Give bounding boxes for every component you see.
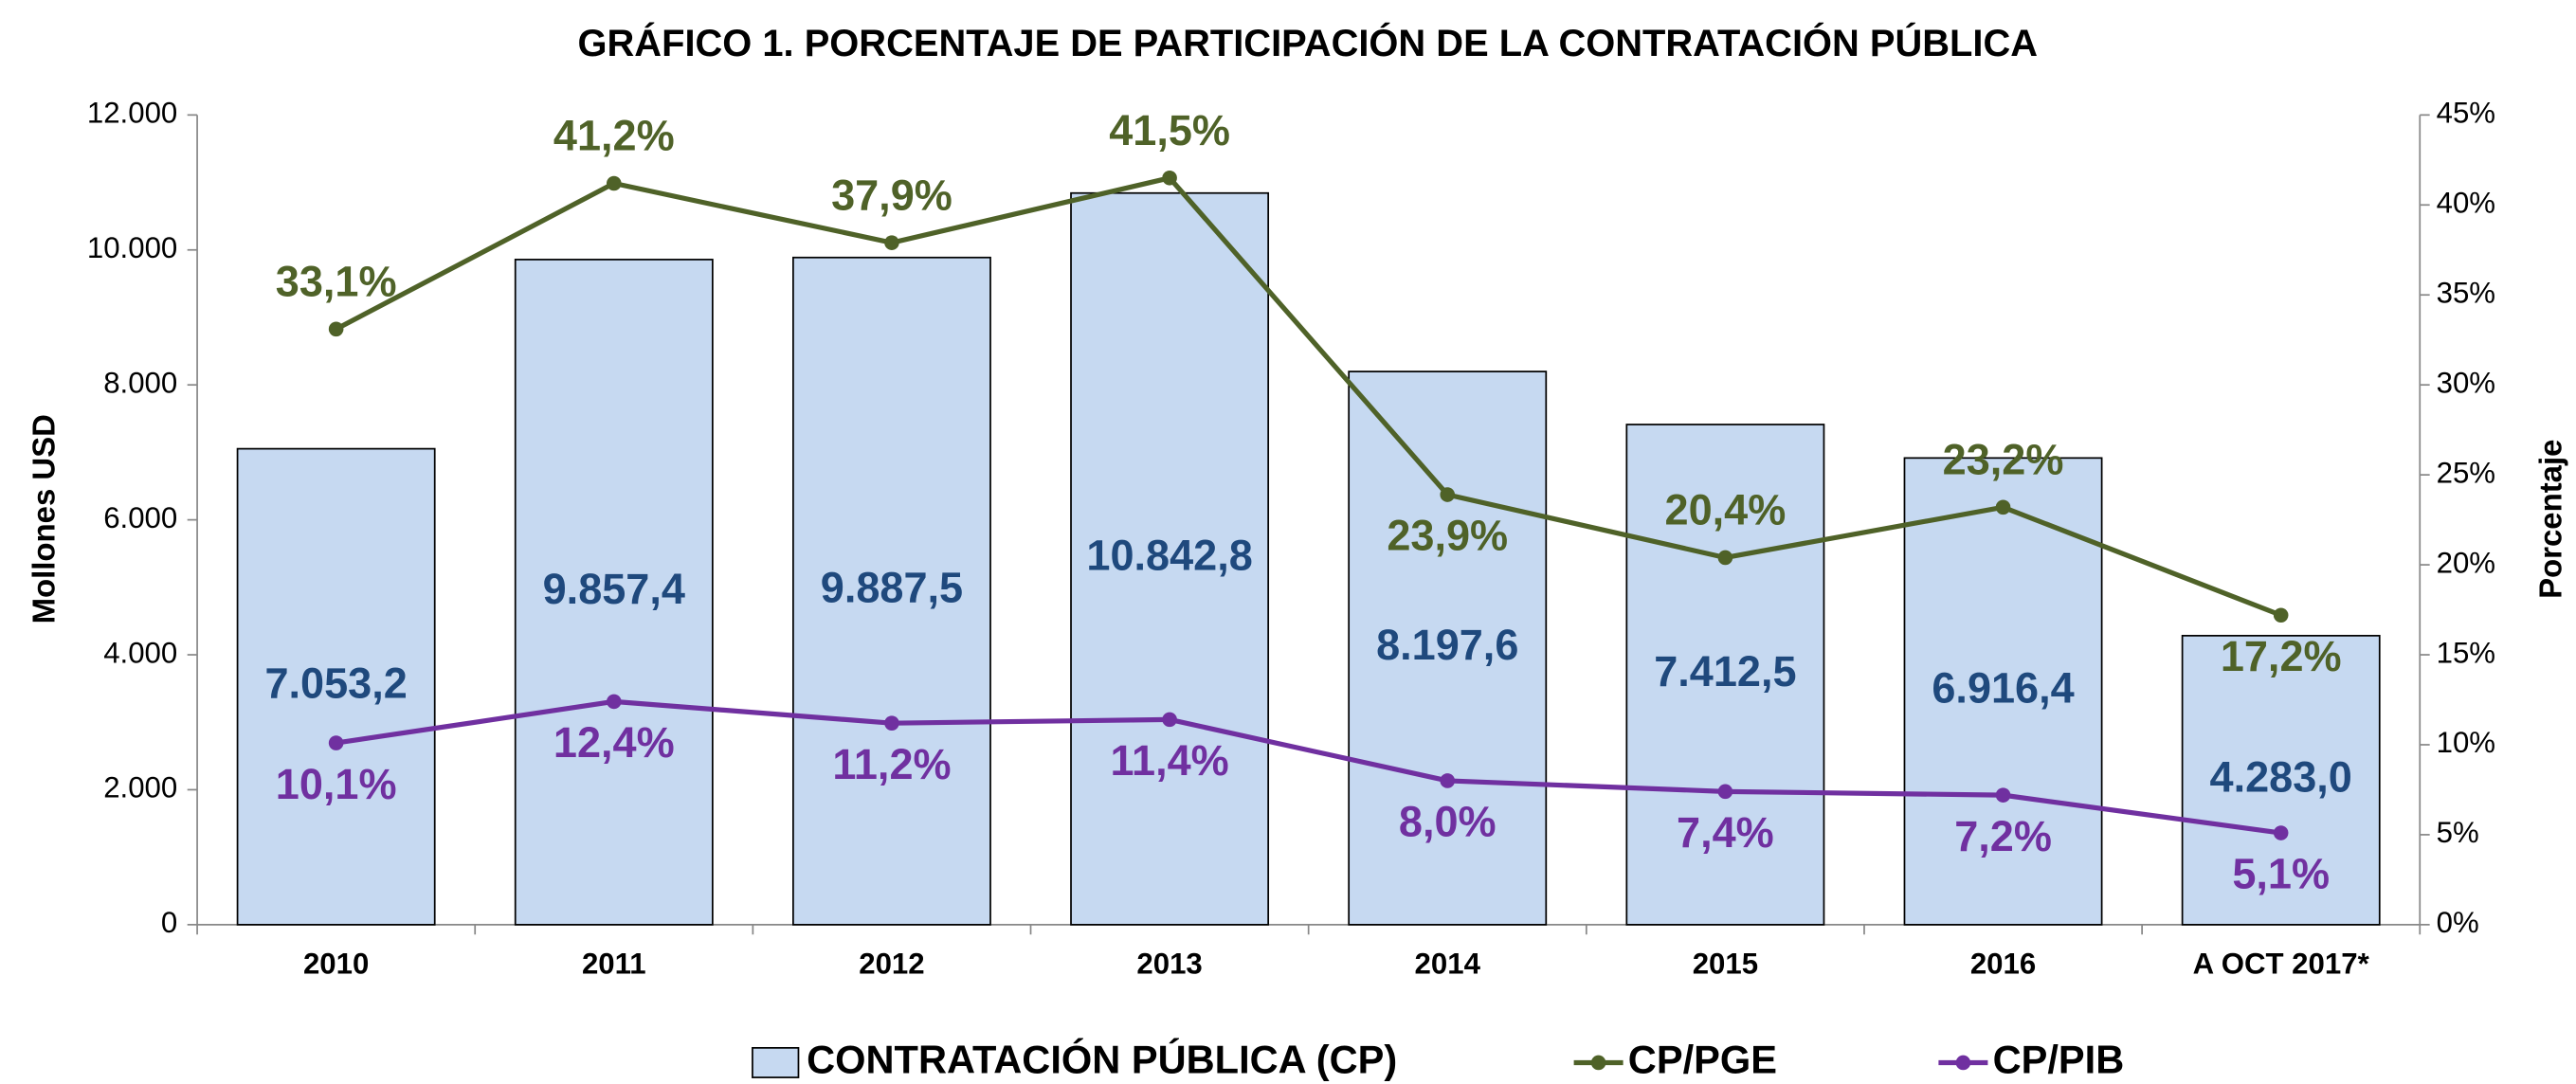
bar-value-label: 7.412,5 (1654, 647, 1796, 696)
y2-tick-label: 0% (2437, 906, 2479, 939)
y2-tick-label: 20% (2437, 546, 2495, 579)
legend-swatch-marker (1955, 1055, 1971, 1071)
line-marker (328, 735, 344, 750)
bar-value-label: 9.887,5 (821, 564, 963, 612)
line-marker (1162, 170, 1177, 186)
y-tick-label: 10.000 (87, 231, 177, 264)
line-marker (328, 321, 344, 337)
line-marker (884, 235, 899, 250)
line-value-label: 7,4% (1677, 808, 1774, 857)
legend-label: CP/PGE (1628, 1037, 1777, 1081)
y-tick-label: 0 (161, 906, 177, 939)
bar (514, 259, 714, 926)
y-tick-label: 6.000 (103, 501, 177, 534)
line-marker (1440, 773, 1456, 788)
legend-swatch (752, 1047, 800, 1078)
x-tick-label: A OCT 2017* (2193, 947, 2370, 980)
line-value-label: 8,0% (1399, 798, 1497, 846)
bar-value-label: 8.197,6 (1376, 621, 1518, 669)
line-value-label: 33,1% (276, 257, 397, 305)
x-tick-label: 2011 (582, 947, 646, 980)
x-tick-label: 2013 (1136, 947, 1202, 980)
line-value-label: 5,1% (2232, 850, 2330, 898)
line-value-label: 20,4% (1665, 486, 1787, 534)
y2-tick-label: 35% (2437, 276, 2495, 309)
bar-value-label: 4.283,0 (2210, 752, 2352, 801)
bar (1070, 191, 1270, 926)
legend-label: CONTRATACIÓN PÚBLICA (CP) (807, 1036, 1397, 1081)
bar-value-label: 9.857,4 (543, 565, 685, 613)
bar (1625, 424, 1825, 926)
line-marker (1717, 784, 1733, 800)
y2-tick-label: 40% (2437, 187, 2495, 220)
line-marker (1440, 487, 1456, 502)
legend-label: CP/PIB (1993, 1037, 2125, 1081)
bar (236, 447, 436, 926)
bar-value-label: 7.053,2 (264, 659, 407, 708)
y2-axis-label: Porcentaje (2532, 440, 2567, 599)
line-marker (606, 694, 622, 710)
x-tick-label: 2014 (1415, 947, 1481, 980)
bar (1348, 370, 1548, 926)
line (335, 174, 2282, 618)
x-tick-label: 2015 (1693, 947, 1758, 980)
line-value-label: 11,2% (832, 740, 951, 788)
bar-value-label: 10.842,8 (1086, 532, 1252, 580)
line-value-label: 12,4% (553, 718, 675, 767)
line-value-label: 23,2% (1943, 435, 2064, 483)
bar (1903, 457, 2103, 926)
y2-tick-label: 15% (2437, 636, 2495, 669)
y2-tick-label: 25% (2437, 456, 2495, 489)
x-tick-label: 2012 (859, 947, 924, 980)
line-value-label: 23,9% (1387, 512, 1508, 560)
line-value-label: 7,2% (1954, 812, 2052, 860)
y2-tick-label: 45% (2437, 97, 2495, 130)
y-tick-label: 2.000 (103, 771, 177, 804)
line-marker (1995, 499, 2011, 515)
y-tick-label: 4.000 (103, 636, 177, 669)
y-tick-label: 8.000 (103, 366, 177, 399)
line (336, 698, 2282, 836)
line-marker (884, 715, 899, 731)
line-marker (1995, 787, 2011, 803)
y2-tick-label: 5% (2437, 816, 2479, 849)
line-value-label: 41,5% (1109, 106, 1230, 154)
line-marker (606, 175, 622, 191)
line-marker (1717, 550, 1733, 566)
line-marker (1162, 712, 1177, 728)
line-value-label: 10,1% (276, 760, 397, 808)
bar (2181, 635, 2381, 926)
x-tick-label: 2010 (303, 947, 369, 980)
y2-tick-label: 10% (2437, 726, 2495, 759)
line-value-label: 17,2% (2221, 632, 2342, 680)
x-tick-label: 2016 (1970, 947, 2036, 980)
line-value-label: 41,2% (553, 112, 675, 160)
line-value-label: 37,9% (831, 171, 952, 219)
y-tick-label: 12.000 (87, 97, 177, 130)
line-value-label: 11,4% (1110, 736, 1228, 785)
line-marker (2273, 607, 2289, 623)
bar-value-label: 6.916,4 (1932, 664, 2074, 713)
chart-title: GRÁFICO 1. PORCENTAJE DE PARTICIPACIÓN D… (578, 21, 2039, 64)
bar (792, 256, 991, 926)
y2-tick-label: 30% (2437, 366, 2495, 399)
y-axis-label: Mollones USD (26, 414, 61, 623)
legend-swatch-marker (1590, 1055, 1606, 1071)
line-marker (2273, 825, 2289, 840)
